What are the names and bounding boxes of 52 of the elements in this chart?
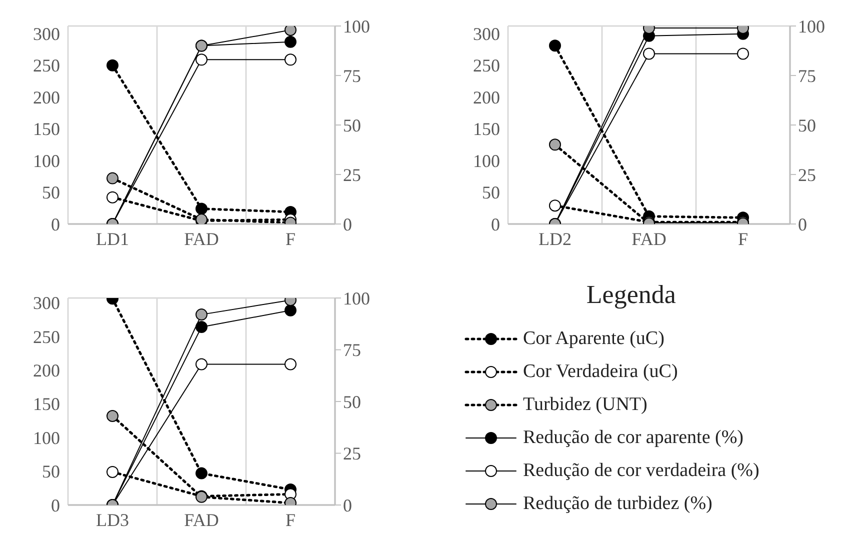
- y2-tick-label: 0: [343, 495, 352, 516]
- x-tick-label: F: [285, 228, 296, 249]
- y2-tick-label: 25: [798, 164, 816, 185]
- y-tick-label: 250: [33, 326, 60, 347]
- y-tick-label: 200: [33, 87, 60, 108]
- y-tick-label: 200: [33, 360, 60, 381]
- y-tick-label: 50: [482, 182, 500, 203]
- x-tick-label: LD2: [538, 228, 572, 249]
- y-tick-label: 100: [33, 150, 60, 171]
- x-tick-label: F: [285, 510, 296, 530]
- y2-tick-label: 50: [343, 392, 361, 412]
- legend-label: Redução de turbidez (%): [523, 492, 712, 514]
- y2-tick-label: 0: [798, 214, 807, 234]
- y-tick-label: 0: [51, 495, 60, 516]
- y2-tick-label: 75: [798, 66, 816, 86]
- y2-tick-label: 25: [343, 444, 361, 464]
- y-tick-label: 0: [491, 214, 500, 234]
- y-tick-label: 100: [33, 428, 60, 448]
- x-tick-label: LD3: [96, 510, 129, 530]
- legend-label: Redução de cor aparente (%): [523, 426, 744, 448]
- y-tick-label: 250: [473, 56, 500, 76]
- y2-tick-label: 100: [343, 288, 370, 308]
- x-tick-label: F: [738, 228, 748, 249]
- y-tick-label: 0: [51, 214, 60, 234]
- y-tick-label: 150: [473, 119, 500, 140]
- y2-tick-label: 75: [343, 340, 361, 360]
- legend-label: Turbidez (UNT): [523, 394, 648, 416]
- legend-label: Cor Aparente (uC): [523, 328, 664, 350]
- y-tick-label: 50: [42, 182, 60, 203]
- legend-title: Legenda: [585, 280, 677, 310]
- y2-tick-label: 0: [343, 214, 352, 234]
- y2-tick-label: 100: [343, 16, 370, 36]
- y-tick-label: 50: [42, 462, 60, 482]
- y-tick-label: 200: [473, 87, 500, 108]
- x-tick-label: FAD: [632, 228, 666, 249]
- y-tick-label: 300: [33, 24, 60, 44]
- y-tick-label: 300: [33, 293, 60, 314]
- x-tick-label: FAD: [184, 228, 219, 249]
- y2-tick-label: 25: [343, 164, 361, 185]
- y2-tick-label: 100: [798, 16, 825, 36]
- y-tick-label: 300: [473, 24, 500, 44]
- legend-label: Cor Verdadeira (uC): [523, 360, 678, 382]
- y-tick-label: 100: [473, 150, 500, 171]
- x-tick-label: LD1: [96, 228, 129, 249]
- y-tick-label: 250: [33, 56, 60, 76]
- x-tick-label: FAD: [184, 510, 219, 530]
- y-tick-label: 150: [33, 394, 60, 414]
- y2-tick-label: 50: [798, 115, 816, 136]
- y-tick-label: 150: [33, 119, 60, 140]
- y2-tick-label: 75: [343, 66, 361, 86]
- y2-tick-label: 50: [343, 115, 361, 136]
- legend-label: Redução de cor verdadeira (%): [523, 460, 760, 482]
